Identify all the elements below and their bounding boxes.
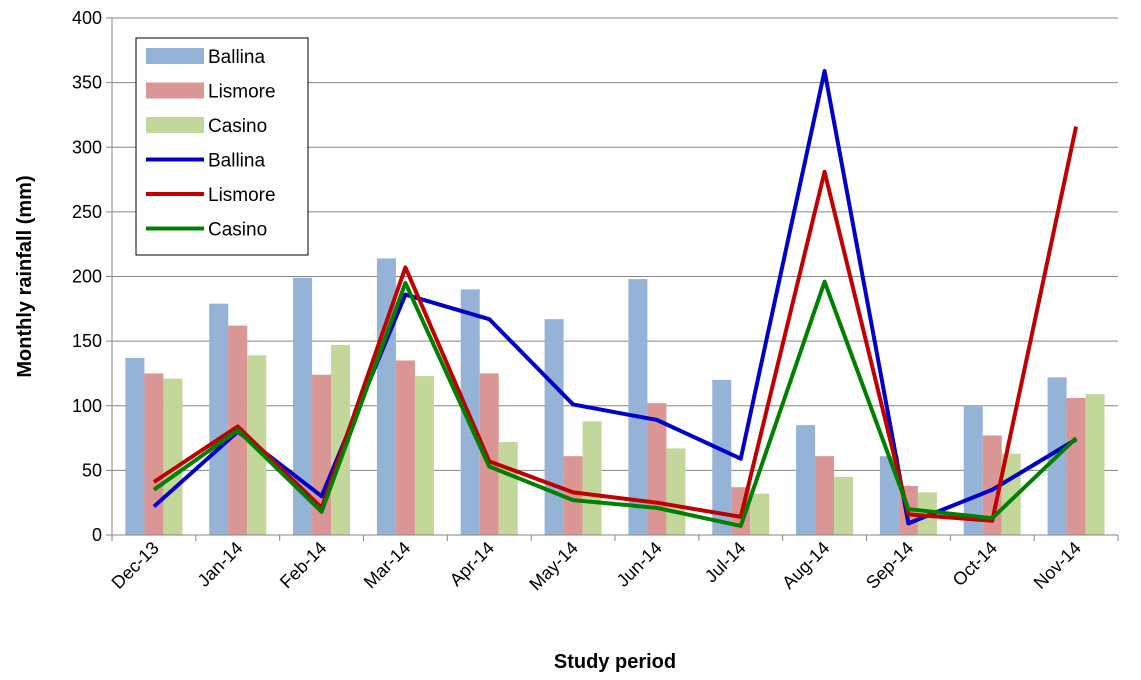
x-tick-label: Mar-14 [360,538,414,592]
legend-label: Ballina [208,47,265,68]
bar-lismore [144,373,164,535]
bar-casino [331,345,351,535]
x-tick-label: Apr-14 [446,538,498,590]
legend-swatch [146,48,204,64]
y-tick-label: 250 [72,202,102,222]
bar-casino [163,378,183,535]
y-tick-label: 350 [72,73,102,93]
bar-casino [834,476,854,535]
x-tick-label: Sep-14 [862,538,917,593]
x-axis-title: Study period [554,651,676,673]
x-tick-label: May-14 [525,538,582,595]
bar-lismore [815,456,835,535]
bar-lismore [982,435,1002,535]
bar-lismore [395,360,415,535]
legend-swatch [146,117,204,133]
y-tick-label: 400 [72,8,102,28]
legend-label: Casino [208,116,267,137]
bar-ballina [544,319,564,535]
y-tick-label: 150 [72,331,102,351]
y-tick-label: 50 [82,460,102,480]
x-tick-label: Jan-14 [194,538,247,591]
bar-lismore [479,373,499,535]
bar-lismore [563,456,583,535]
lines [152,68,1079,528]
y-tick-label: 100 [72,396,102,416]
y-tick-label: 0 [92,525,102,545]
x-tick-label: Dec-13 [108,538,163,593]
y-axis-title: Monthly rainfall (mm) [14,175,36,377]
bar-lismore [1066,397,1086,535]
y-tick-label: 200 [72,267,102,287]
line-lismore [152,126,1079,523]
x-tick-label: Aug-14 [778,538,833,593]
bar-ballina [209,303,229,535]
bar-casino [582,421,602,535]
bar-ballina [712,379,732,535]
bar-casino [1085,394,1105,535]
bar-ballina [796,425,816,535]
y-tick-label: 300 [72,137,102,157]
line-casino [152,279,1078,528]
x-tick-label: Nov-14 [1030,538,1085,593]
bar-ballina [460,289,480,535]
legend-box [135,37,309,256]
bar-ballina [125,357,145,535]
legend-label: Ballina [208,151,265,172]
bar-casino [750,493,770,535]
bar-ballina [963,405,983,535]
bars [125,258,1105,535]
legend-label: Casino [208,220,267,241]
bar-casino [414,376,434,535]
bar-casino [666,448,686,535]
legend-label: Lismore [208,82,276,103]
bar-ballina [628,279,648,535]
x-tick-label: Feb-14 [276,538,330,592]
bar-casino [498,441,518,535]
bar-ballina [293,277,313,535]
legend-swatch [146,82,204,99]
legend-label: Lismore [208,185,276,206]
x-tick-label: Jun-14 [613,538,666,591]
x-tick-label: Oct-14 [949,538,1001,590]
legend: Ballina Lismore Casino Ballina Lismore Casino [135,37,309,256]
line-ballina [152,68,1078,526]
x-tick-label: Jul-14 [701,538,750,587]
